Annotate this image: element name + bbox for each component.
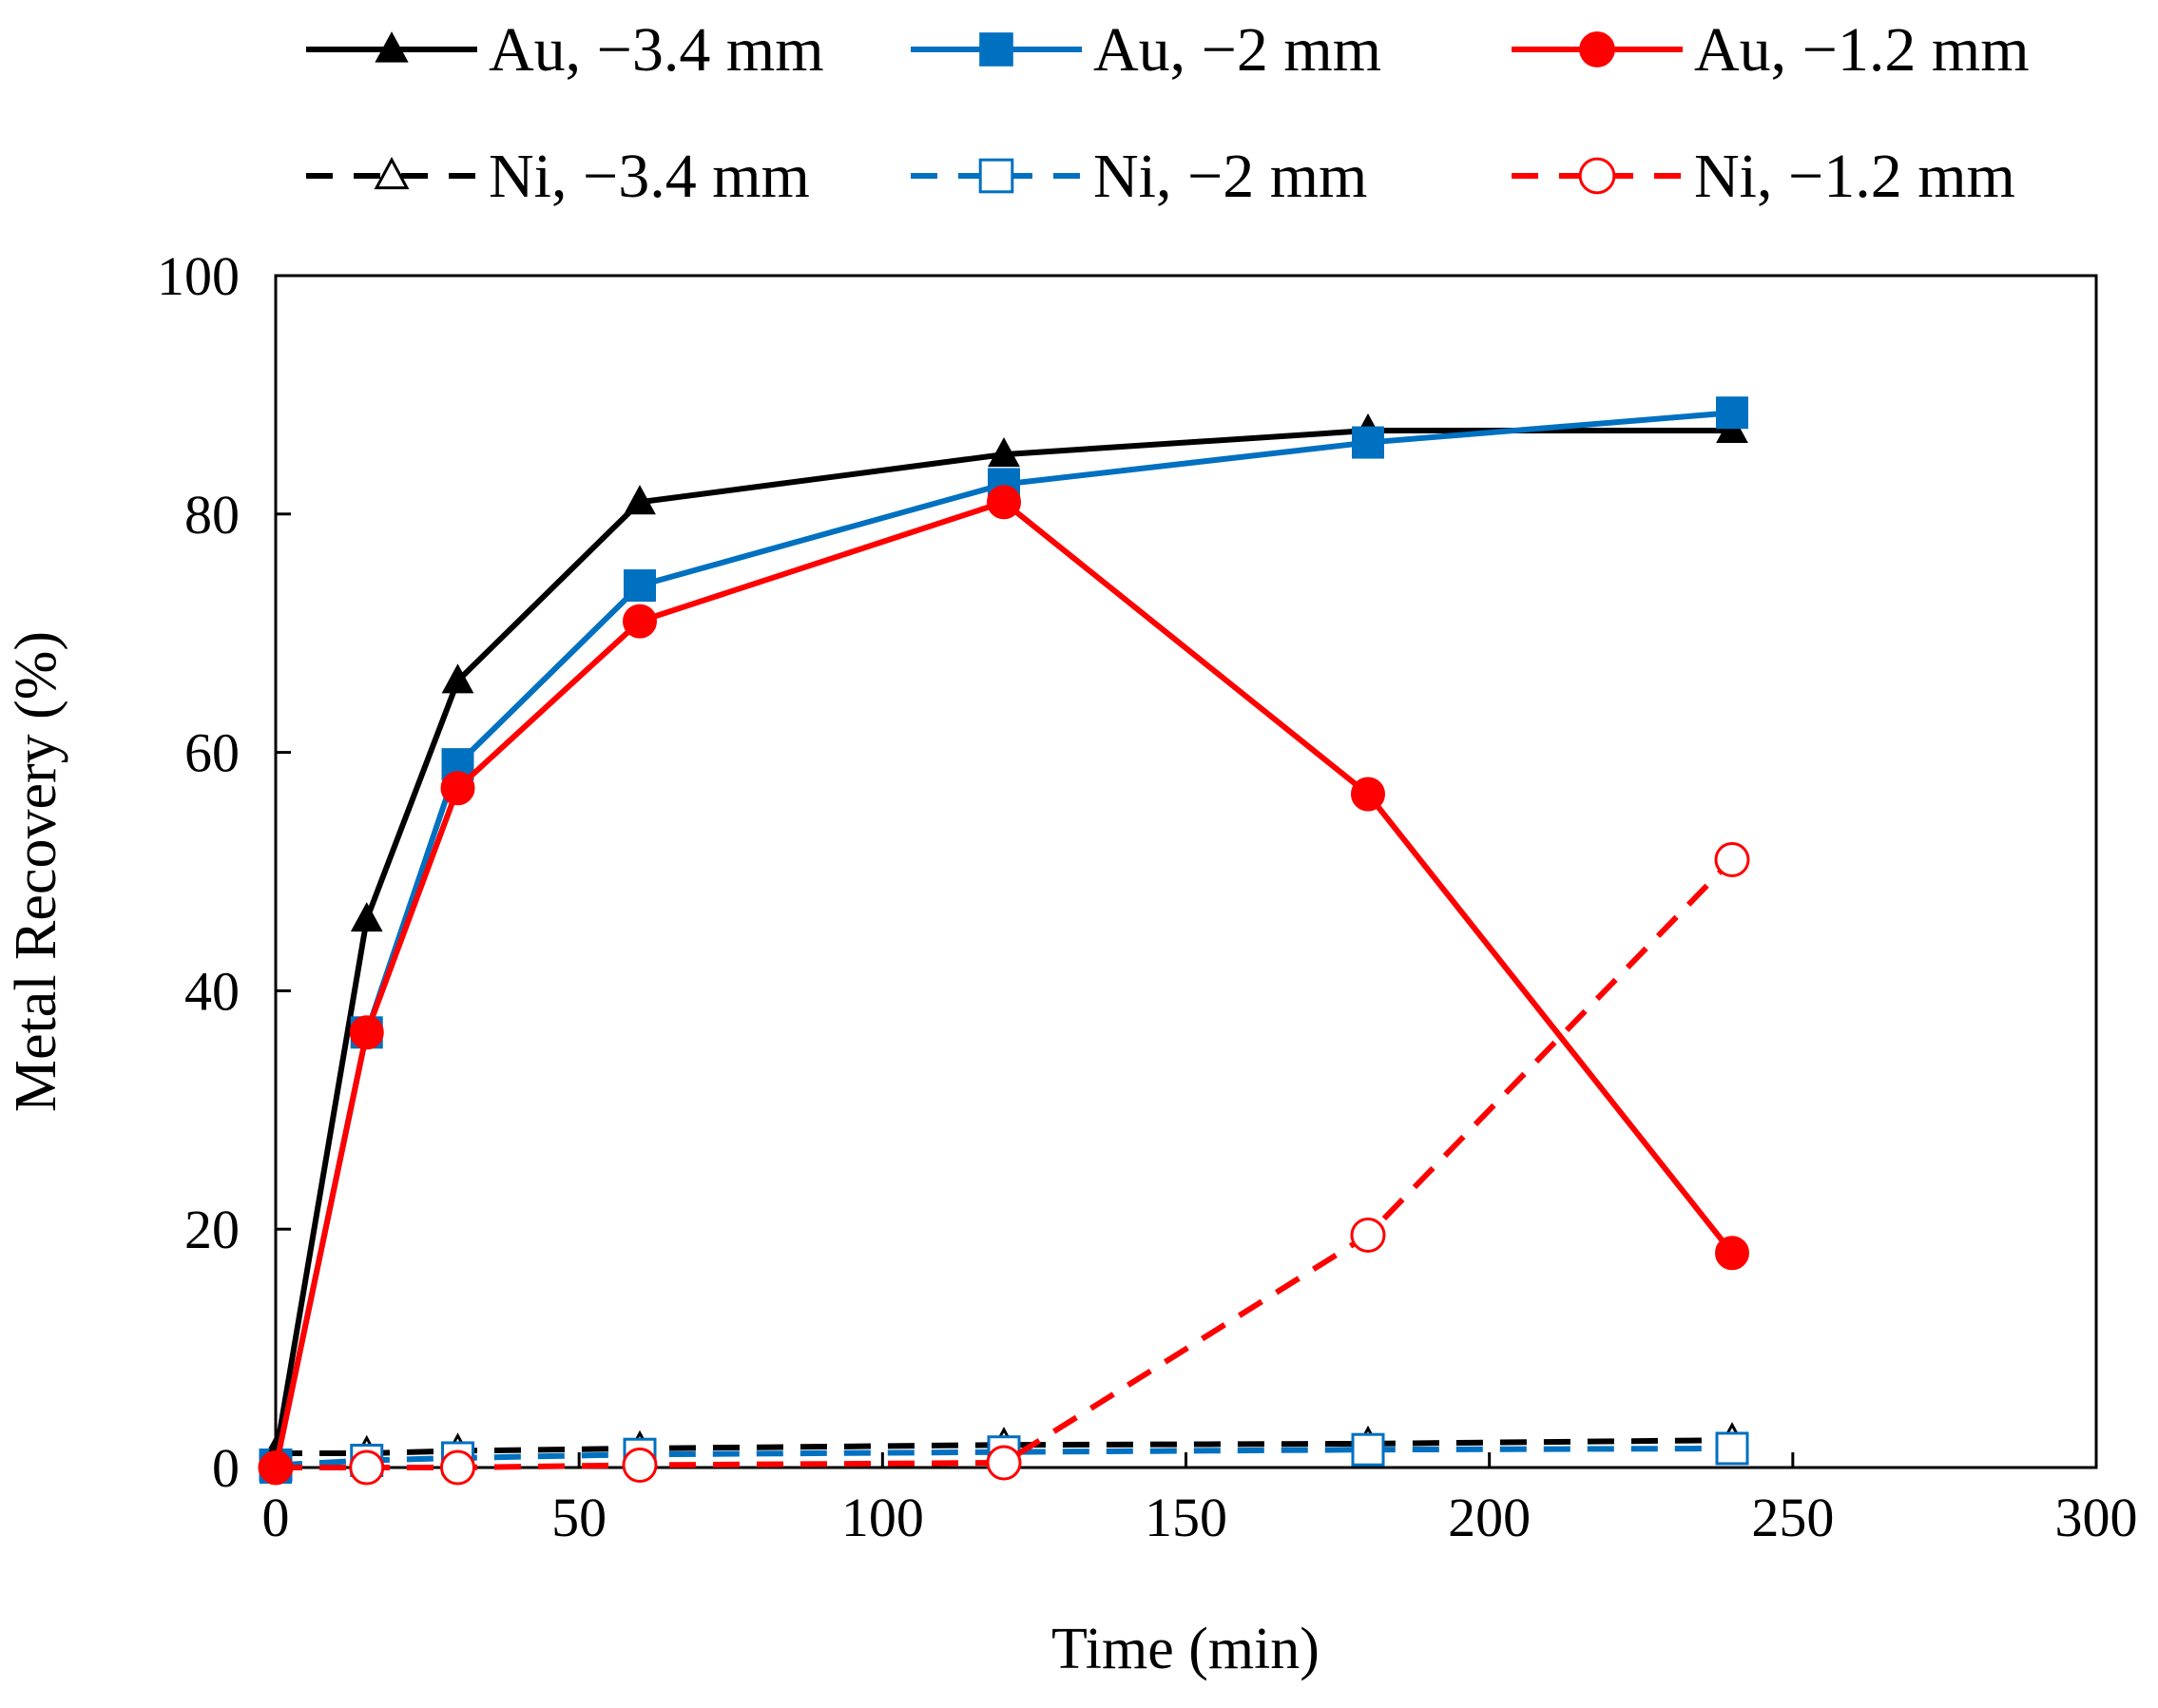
legend-item-au-minus-2-mm: Au, −2 mm xyxy=(911,15,1381,85)
data-point xyxy=(441,663,474,694)
legend-label: Au, −2 mm xyxy=(1093,15,1381,85)
legend-label: Ni, −1.2 mm xyxy=(1694,142,2015,211)
data-point xyxy=(623,604,657,639)
plot-area-frame xyxy=(274,274,2098,1469)
legend-item-au-minus-3p4-mm: Au, −3.4 mm xyxy=(306,15,824,85)
legend-item-ni-minus-3p4-mm: Ni, −3.4 mm xyxy=(306,142,810,211)
data-point xyxy=(988,437,1020,468)
data-point xyxy=(349,1015,384,1050)
y-tick-label: 60 xyxy=(184,722,240,784)
legend-swatch-marker xyxy=(978,158,1014,194)
data-point xyxy=(440,771,475,806)
x-axis-title: Time (min) xyxy=(1051,1617,1320,1681)
data-point xyxy=(440,1449,475,1486)
data-point xyxy=(624,485,656,515)
legend-label: Au, −1.2 mm xyxy=(1694,15,2030,85)
data-point xyxy=(349,1449,385,1486)
data-point xyxy=(1715,1236,1749,1271)
data-point xyxy=(624,569,656,603)
series-line xyxy=(276,857,1735,1470)
x-tick-label: 150 xyxy=(1145,1487,1227,1548)
axis-ticks: 0 50 100 150 200 250 300 0 20 40 60 80 100 xyxy=(157,245,2138,1548)
legend-swatch-marker xyxy=(1578,157,1616,195)
y-tick-label: 100 xyxy=(157,245,240,307)
y-tick-label: 0 xyxy=(212,1437,240,1499)
series-layer xyxy=(258,396,1750,1486)
legend-label: Au, −3.4 mm xyxy=(489,15,824,85)
data-point xyxy=(987,485,1021,520)
data-point xyxy=(1715,1431,1749,1466)
series-line xyxy=(273,428,1732,1456)
data-point xyxy=(259,1450,293,1485)
series-au-minus-1p2-mm xyxy=(259,485,1749,1485)
legend-item-ni-minus-2-mm: Ni, −2 mm xyxy=(911,142,1367,211)
legend-swatch-marker xyxy=(1579,31,1615,67)
data-point xyxy=(622,1447,658,1483)
x-tick-label: 100 xyxy=(841,1487,924,1548)
y-axis-title: Metal Recovery (%) xyxy=(4,631,68,1112)
data-point xyxy=(1350,1217,1386,1253)
legend-label: Ni, −2 mm xyxy=(1093,142,1367,211)
series-line xyxy=(273,410,1733,1468)
legend-swatch-marker xyxy=(375,31,409,63)
legend-item-ni-minus-1p2-mm: Ni, −1.2 mm xyxy=(1512,142,2015,211)
x-tick-label: 0 xyxy=(262,1487,290,1548)
legend-item-au-minus-1p2-mm: Au, −1.2 mm xyxy=(1512,15,2030,85)
legend: Au, −3.4 mm Au, −2 mm Au, −1.2 mm Ni, −3.4 … xyxy=(306,15,2030,211)
data-point xyxy=(1351,777,1385,812)
series-ni-minus-1p2-mm xyxy=(258,841,1750,1486)
data-point xyxy=(986,1445,1022,1481)
data-point xyxy=(350,902,383,932)
legend-label: Ni, −3.4 mm xyxy=(489,142,810,211)
series-au-minus-2-mm xyxy=(260,396,1748,1484)
legend-swatch-marker xyxy=(374,157,410,190)
series-au-minus-3p4-mm xyxy=(260,413,1748,1468)
x-tick-label: 250 xyxy=(1751,1487,1834,1548)
y-tick-label: 80 xyxy=(184,484,240,546)
legend-swatch-marker xyxy=(979,32,1013,67)
data-point xyxy=(1714,841,1750,877)
x-tick-label: 300 xyxy=(2055,1487,2138,1548)
data-point xyxy=(1352,426,1384,459)
data-point xyxy=(1716,396,1748,430)
x-tick-label: 50 xyxy=(551,1487,607,1548)
y-tick-label: 40 xyxy=(184,960,240,1022)
x-tick-label: 200 xyxy=(1448,1487,1531,1548)
y-tick-label: 20 xyxy=(184,1199,240,1260)
data-point xyxy=(1351,1432,1385,1467)
